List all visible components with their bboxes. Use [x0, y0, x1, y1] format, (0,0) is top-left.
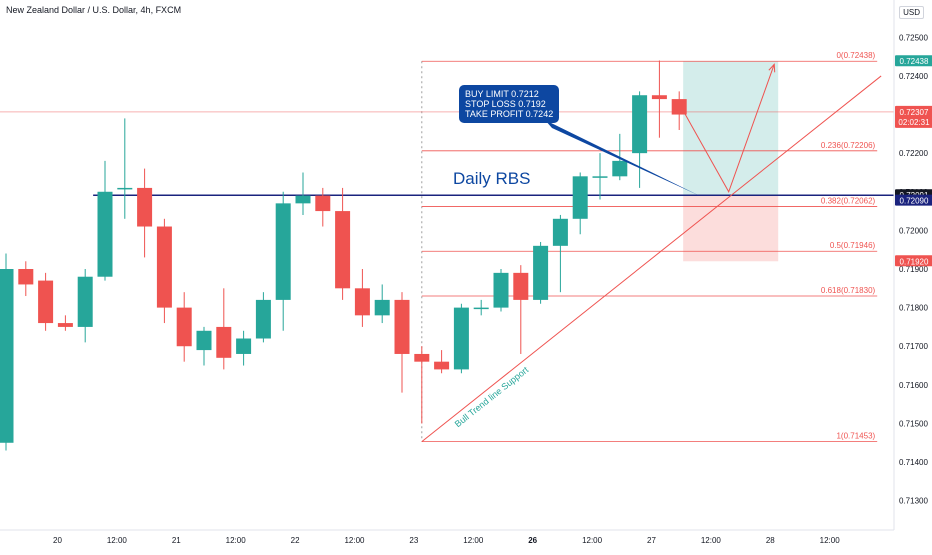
- candle-body[interactable]: [176, 307, 192, 347]
- candle-body[interactable]: [493, 272, 509, 308]
- currency-button[interactable]: USD: [899, 6, 924, 19]
- price-tick-label: 0.71600: [899, 381, 928, 390]
- target-zone: [683, 61, 779, 196]
- candle-body[interactable]: [651, 95, 667, 100]
- time-tick-label: 26: [528, 536, 537, 545]
- candle-body[interactable]: [295, 195, 311, 204]
- fibonacci-levels: 0(0.72438) 0.236(0.72206) 0.382(0.72062) 0.…: [421, 51, 878, 443]
- time-tick-label: 12:00: [107, 536, 128, 545]
- fib-level-label: 0.236(0.72206): [821, 141, 876, 150]
- price-axis-background: [894, 0, 932, 550]
- price-badges: 0.724380.7230702:02:310.720910.720900.71…: [895, 55, 932, 266]
- price-tick-label: 0.72500: [899, 33, 928, 42]
- candle-body[interactable]: [632, 95, 648, 154]
- countdown-label: 02:02:31: [898, 118, 930, 127]
- candle-body[interactable]: [0, 269, 14, 443]
- price-badge-label: 0.72090: [900, 197, 929, 206]
- time-tick-label: 27: [647, 536, 656, 545]
- price-badge-label: 0.71920: [900, 257, 929, 266]
- callout-pointer: [545, 120, 700, 196]
- candle-body[interactable]: [533, 245, 549, 300]
- time-tick-label: 21: [172, 536, 181, 545]
- candle-body[interactable]: [453, 307, 469, 370]
- candle-body[interactable]: [117, 187, 133, 190]
- stop-loss-text: STOP LOSS 0.7192: [465, 99, 546, 109]
- price-badge-label: 0.72438: [900, 57, 929, 66]
- candle-body[interactable]: [57, 323, 73, 327]
- projection-polyline: [682, 64, 775, 193]
- price-tick-label: 0.72200: [899, 149, 928, 158]
- time-tick-label: 12:00: [344, 536, 365, 545]
- candle-body[interactable]: [38, 280, 54, 324]
- price-tick-label: 0.71900: [899, 265, 928, 274]
- projection-arrowhead: [768, 63, 776, 73]
- candle-body[interactable]: [315, 195, 331, 212]
- candle-body[interactable]: [137, 187, 153, 227]
- buy-limit-text: BUY LIMIT 0.7212: [465, 89, 539, 99]
- candle-body[interactable]: [216, 326, 232, 358]
- fib-level-label: 0.618(0.71830): [821, 286, 876, 295]
- time-tick-label: 12:00: [582, 536, 603, 545]
- price-tick-label: 0.71500: [899, 419, 928, 428]
- candle-body[interactable]: [236, 338, 252, 354]
- symbol-title: New Zealand Dollar / U.S. Dollar, 4h, FX…: [6, 5, 182, 15]
- fib-level-label: 0.382(0.72062): [821, 196, 876, 205]
- candle-body[interactable]: [335, 211, 351, 289]
- price-badge: [895, 255, 932, 267]
- bull-trend-line: [421, 75, 882, 443]
- time-tick-label: 20: [53, 536, 62, 545]
- time-tick-label: 12:00: [820, 536, 841, 545]
- candle-body[interactable]: [592, 176, 608, 178]
- candle-body[interactable]: [255, 299, 271, 339]
- candle-body[interactable]: [414, 353, 430, 362]
- time-tick-label: 28: [766, 536, 775, 545]
- candle-body[interactable]: [97, 191, 113, 277]
- price-badge: [895, 194, 932, 206]
- price-badge: [895, 55, 932, 67]
- price-tick-label: 0.72000: [899, 226, 928, 235]
- time-tick-label: 12:00: [226, 536, 247, 545]
- fib-level-label: 0.5(0.71946): [830, 241, 876, 250]
- price-badge-label: 0.72307: [900, 108, 929, 117]
- candle-body[interactable]: [374, 299, 390, 316]
- candle-body[interactable]: [572, 176, 588, 219]
- time-tick-label: 12:00: [463, 536, 484, 545]
- candles: [0, 60, 687, 451]
- time-tick-label: 23: [409, 536, 418, 545]
- price-tick-label: 0.71800: [899, 304, 928, 313]
- candle-body[interactable]: [671, 99, 687, 115]
- price-axis: 0.725000.724000.723000.722000.721000.720…: [893, 0, 932, 550]
- candle-body[interactable]: [354, 288, 370, 316]
- price-tick-label: 0.71700: [899, 342, 928, 351]
- fib-level-label: 1(0.71453): [836, 432, 875, 441]
- candle-body[interactable]: [434, 361, 450, 370]
- fib-level-label: 0(0.72438): [836, 51, 875, 60]
- candle-body[interactable]: [77, 276, 93, 327]
- daily-rbs-label: Daily RBS: [453, 169, 530, 188]
- candle-body[interactable]: [552, 218, 568, 246]
- candle-body[interactable]: [196, 330, 212, 351]
- candle-body[interactable]: [275, 203, 291, 300]
- candle-body[interactable]: [394, 299, 410, 354]
- drawing-lines: [0, 75, 894, 443]
- price-tick-label: 0.72400: [899, 72, 928, 81]
- projection-path: [682, 63, 776, 193]
- candle-body[interactable]: [513, 272, 529, 300]
- price-tick-label: 0.71400: [899, 458, 928, 467]
- candle-body[interactable]: [612, 160, 628, 177]
- time-tick-label: 12:00: [701, 536, 722, 545]
- trade-callout: BUY LIMIT 0.7212 STOP LOSS 0.7192 TAKE P…: [459, 85, 559, 123]
- price-badge: [895, 105, 932, 128]
- price-tick-label: 0.71300: [899, 497, 928, 506]
- time-axis: 20 12:00 21 12:00 22 12:00 23 12:00 26 12:00 27 12:…: [0, 529, 894, 545]
- candle-body[interactable]: [156, 226, 172, 308]
- take-profit-text: TAKE PROFIT 0.7242: [465, 109, 554, 119]
- time-tick-label: 22: [291, 536, 300, 545]
- candle-body[interactable]: [473, 307, 489, 310]
- position-zones: [683, 61, 779, 262]
- candle-body[interactable]: [18, 269, 34, 285]
